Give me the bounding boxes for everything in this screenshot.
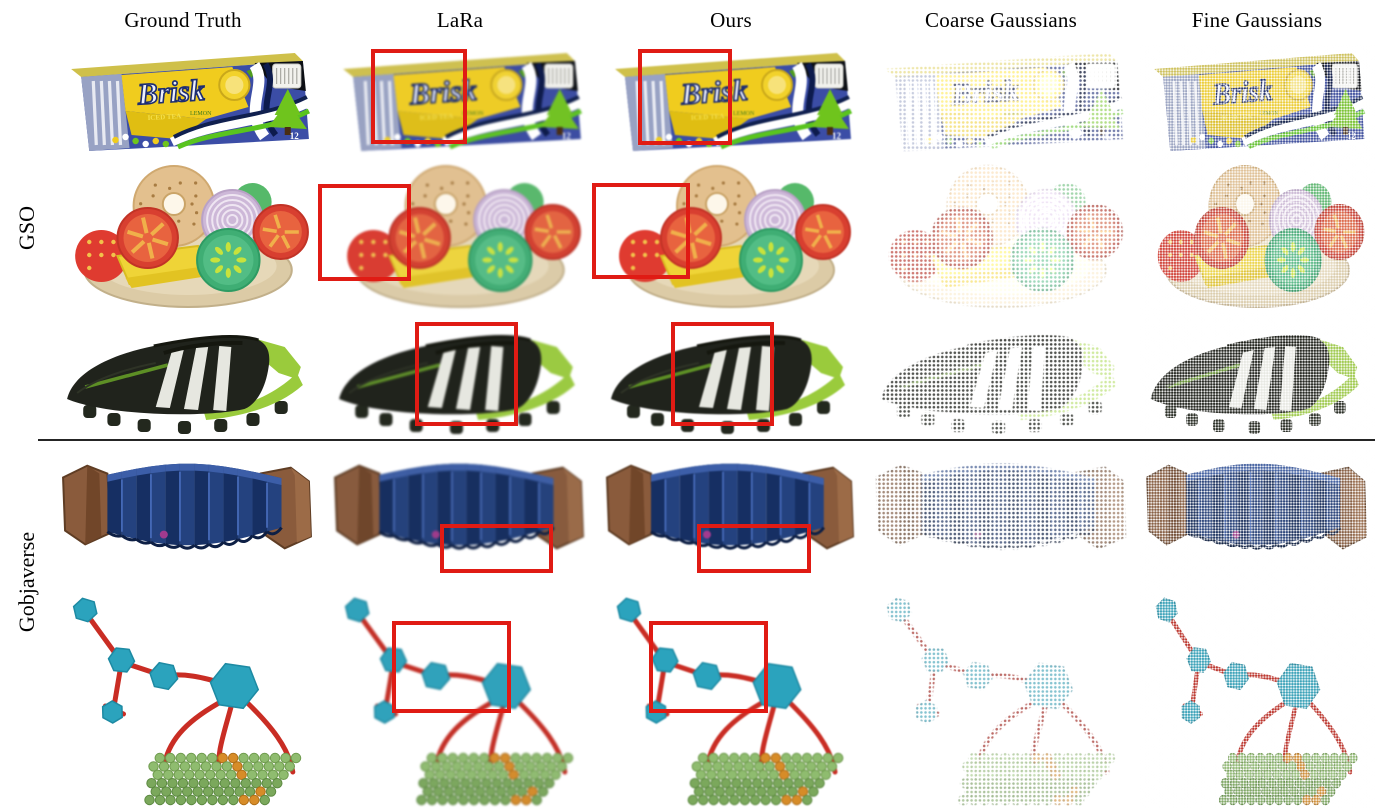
row-group-label-gobjaverse: Gobjaverse <box>14 531 39 633</box>
cell-brisk-soda-box-coarse: Brisk ICED TEA LEMON 12 <box>869 45 1135 158</box>
svg-text:LEMON: LEMON <box>1004 111 1026 117</box>
highlight-box-soccer-shoe-ours <box>671 322 774 426</box>
cell-accordion-bellows-fine <box>1140 444 1375 568</box>
highlight-box-brisk-soda-box-lara <box>371 49 467 144</box>
svg-text:LEMON: LEMON <box>1259 111 1278 117</box>
accordion-bellows-image <box>55 444 321 568</box>
cell-molecule-graph-lara <box>327 568 593 808</box>
accordion-bellows-image <box>869 444 1135 568</box>
soccer-shoe-image <box>599 313 863 437</box>
column-header-ground-truth: Ground Truth <box>124 8 242 32</box>
cell-toy-food-plate-gt <box>55 158 321 311</box>
soccer-shoe-image <box>327 313 593 437</box>
cell-toy-food-plate-ours <box>599 158 863 311</box>
cell-molecule-graph-coarse <box>869 568 1135 808</box>
highlight-box-accordion-bellows-lara <box>440 524 553 573</box>
cell-toy-food-plate-coarse <box>869 158 1135 311</box>
toy-food-plate-image <box>1140 158 1375 311</box>
soccer-shoe-image <box>1140 313 1375 437</box>
svg-text:12: 12 <box>290 131 300 141</box>
molecule-graph-image <box>55 568 321 808</box>
highlight-box-accordion-bellows-ours <box>697 524 811 573</box>
cell-soccer-shoe-ours <box>599 313 863 437</box>
svg-text:Brisk: Brisk <box>135 73 205 112</box>
highlight-box-soccer-shoe-lara <box>415 322 518 426</box>
svg-text:12: 12 <box>1104 131 1114 141</box>
accordion-bellows-image <box>1140 444 1375 568</box>
toy-food-plate-image <box>599 158 863 311</box>
column-header-coarse-gaussians: Coarse Gaussians <box>925 8 1077 32</box>
highlight-box-brisk-soda-box-ours <box>638 49 732 145</box>
highlight-box-molecule-graph-lara <box>392 621 511 713</box>
svg-text:Brisk: Brisk <box>949 73 1019 112</box>
cell-toy-food-plate-fine <box>1140 158 1375 311</box>
svg-text:LEMON: LEMON <box>733 111 755 117</box>
cell-accordion-bellows-gt <box>55 444 321 568</box>
cell-accordion-bellows-coarse <box>869 444 1135 568</box>
svg-text:ICED TEA: ICED TEA <box>147 112 182 122</box>
cell-soccer-shoe-coarse <box>869 313 1135 437</box>
section-divider <box>38 439 1375 441</box>
toy-food-plate-image <box>55 158 321 311</box>
cell-molecule-graph-gt <box>55 568 321 808</box>
column-header-lara: LaRa <box>436 8 484 32</box>
cell-soccer-shoe-fine <box>1140 313 1375 437</box>
cell-soccer-shoe-lara <box>327 313 593 437</box>
svg-text:12: 12 <box>562 131 572 141</box>
highlight-box-toy-food-plate-lara <box>318 184 411 281</box>
highlight-box-molecule-graph-ours <box>649 621 768 713</box>
svg-text:LEMON: LEMON <box>190 111 212 117</box>
cell-molecule-graph-fine <box>1140 568 1375 808</box>
svg-text:12: 12 <box>1347 131 1355 142</box>
brisk-soda-box-image: Brisk ICED TEA LEMON 12 <box>869 45 1135 158</box>
row-group-label-gso: GSO <box>14 205 39 251</box>
column-header-fine-gaussians: Fine Gaussians <box>1191 8 1323 32</box>
molecule-graph-image <box>1140 568 1375 808</box>
accordion-bellows-image <box>599 444 863 568</box>
brisk-soda-box-image: Brisk ICED TEA LEMON 12 <box>55 45 321 158</box>
column-header-ours: Ours <box>710 8 752 32</box>
toy-food-plate-image <box>869 158 1135 311</box>
svg-text:LEMON: LEMON <box>462 111 484 117</box>
cell-brisk-soda-box-gt: Brisk ICED TEA LEMON 12 <box>55 45 321 158</box>
molecule-graph-image <box>327 568 593 808</box>
svg-text:ICED TEA: ICED TEA <box>419 112 454 122</box>
soccer-shoe-image <box>55 313 321 437</box>
svg-text:ICED TEA: ICED TEA <box>691 112 725 122</box>
cell-accordion-bellows-ours <box>599 444 863 568</box>
svg-text:Brisk: Brisk <box>1211 74 1273 111</box>
highlight-box-toy-food-plate-ours <box>592 183 690 279</box>
molecule-graph-image <box>869 568 1135 808</box>
cell-brisk-soda-box-fine: Brisk ICED TEA LEMON 12 <box>1140 45 1375 158</box>
brisk-soda-box-image: Brisk ICED TEA LEMON 12 <box>1140 45 1375 158</box>
svg-text:Brisk: Brisk <box>679 74 749 112</box>
cell-soccer-shoe-gt <box>55 313 321 437</box>
svg-text:12: 12 <box>832 131 842 141</box>
soccer-shoe-image <box>869 313 1135 437</box>
